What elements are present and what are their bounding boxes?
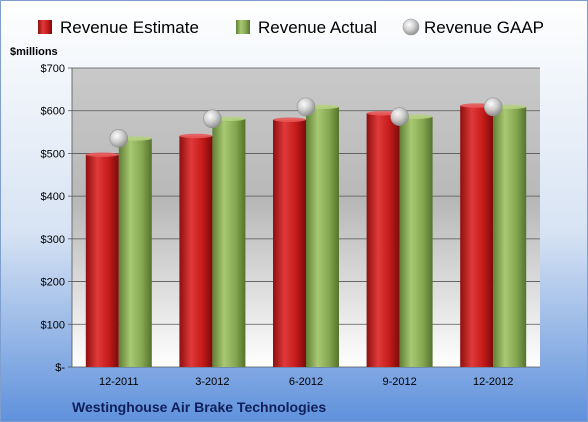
point-revenue-gaap <box>390 107 409 126</box>
x-tick-label: 6-2012 <box>289 376 323 388</box>
legend-label-estimate: Revenue Estimate <box>60 18 199 37</box>
y-axis-unit-label: $millions <box>10 46 58 58</box>
y-tick-label: $100 <box>41 319 65 331</box>
legend-label-gaap: Revenue GAAP <box>424 18 544 37</box>
legend-swatch-actual <box>236 20 250 34</box>
x-tick-label: 12-2011 <box>99 376 139 388</box>
bar-revenue-actual <box>118 138 152 367</box>
legend-label-actual: Revenue Actual <box>258 18 377 37</box>
x-axis: 12-2011 3-2012 6-2012 9-2012 12-2012 <box>99 376 513 388</box>
y-tick-label: $600 <box>41 106 65 118</box>
legend-swatch-estimate <box>38 20 52 34</box>
point-revenue-gaap <box>109 129 129 148</box>
bar-revenue-estimate-top <box>179 133 213 139</box>
y-axis: $- $100 $200 $300 $400 $500 $600 $700 <box>41 63 73 374</box>
y-tick-label: $400 <box>41 191 65 203</box>
bar-revenue-estimate <box>85 154 119 367</box>
bar-revenue-estimate <box>460 105 494 368</box>
bar-revenue-actual <box>399 116 433 368</box>
point-revenue-gaap <box>483 97 503 117</box>
bar-revenue-actual <box>493 106 527 368</box>
bar-revenue-estimate <box>366 113 400 367</box>
x-tick-label: 12-2012 <box>473 376 513 388</box>
bar-revenue-estimate <box>273 119 306 367</box>
bar-revenue-actual <box>306 106 339 368</box>
y-tick-label: $500 <box>41 148 65 160</box>
point-revenue-gaap <box>203 109 222 129</box>
y-tick-label: $700 <box>41 63 65 75</box>
bars <box>85 97 527 368</box>
bar-revenue-estimate-top <box>273 117 306 122</box>
point-revenue-gaap <box>296 97 316 117</box>
x-tick-label: 9-2012 <box>382 376 416 388</box>
bar-revenue-actual <box>212 118 246 367</box>
x-tick-label: 3-2012 <box>195 376 229 388</box>
legend: Revenue Estimate Revenue Actual Revenue … <box>38 18 544 37</box>
y-tick-label: $- <box>55 362 65 374</box>
y-tick-label: $200 <box>41 277 65 289</box>
bar-revenue-estimate <box>179 135 213 367</box>
bar-revenue-estimate-top <box>85 152 119 157</box>
company-name: Westinghouse Air Brake Technologies <box>72 399 326 415</box>
legend-swatch-gaap <box>402 18 420 36</box>
y-tick-label: $300 <box>41 234 65 246</box>
